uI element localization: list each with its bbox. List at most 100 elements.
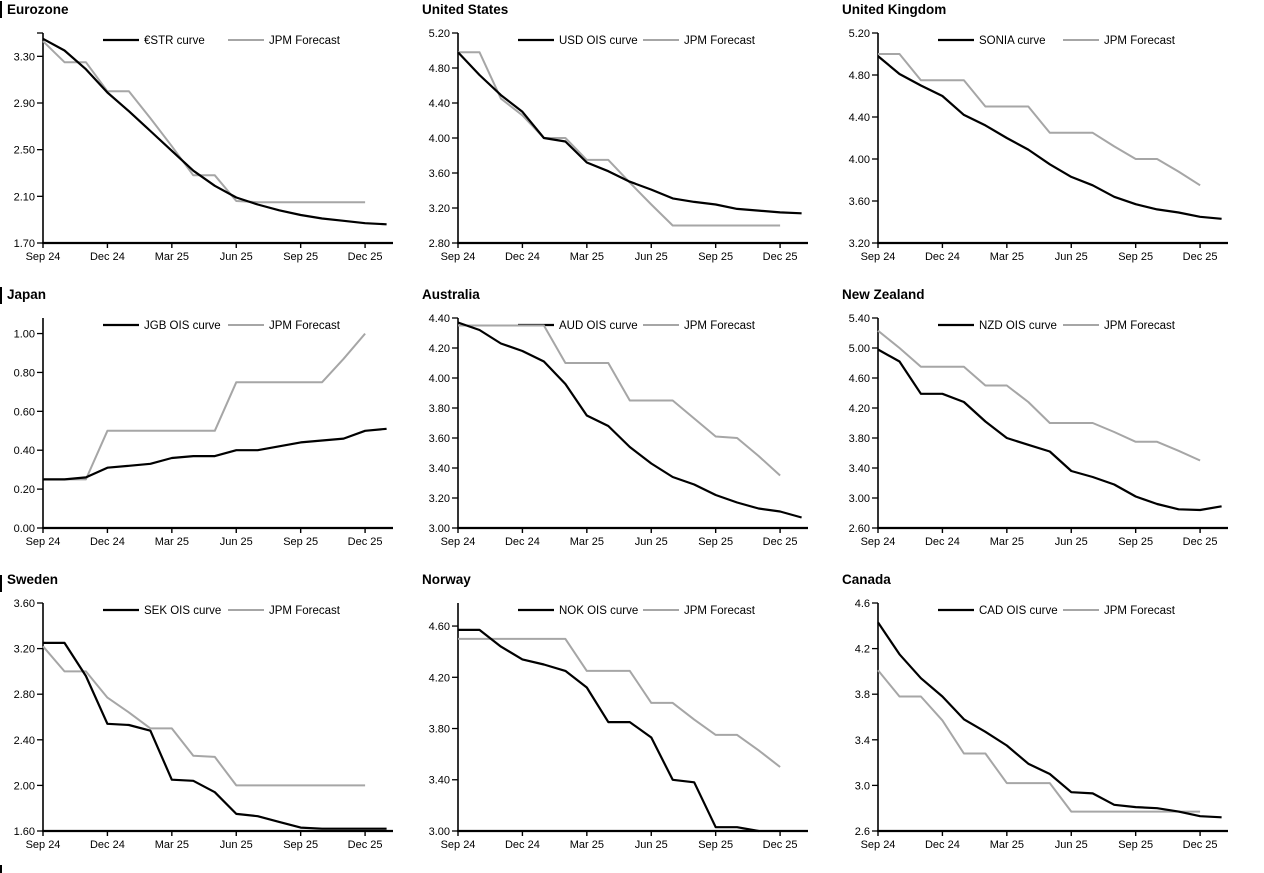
x-tick-label: Dec 25 bbox=[348, 536, 383, 548]
y-tick-label: 4.00 bbox=[429, 373, 450, 385]
chart-title-japan: Japan bbox=[7, 287, 47, 302]
y-tick-label: 3.20 bbox=[429, 493, 450, 505]
legend-label: JPM Forecast bbox=[1104, 605, 1176, 617]
y-tick-label: 3.40 bbox=[849, 463, 870, 475]
x-tick-label: Dec 24 bbox=[925, 536, 960, 548]
y-tick-label: 1.70 bbox=[14, 238, 35, 250]
x-tick-label: Sep 25 bbox=[1118, 536, 1153, 548]
x-tick-label: Dec 25 bbox=[763, 839, 798, 851]
x-tick-label: Dec 24 bbox=[90, 536, 125, 548]
y-tick-label: 2.6 bbox=[855, 826, 870, 838]
x-tick-label: Sep 25 bbox=[1118, 839, 1153, 851]
x-tick-label: Sep 24 bbox=[861, 839, 896, 851]
x-tick-label: Sep 24 bbox=[441, 839, 476, 851]
y-tick-label: 3.00 bbox=[429, 523, 450, 535]
line-chart-eurozone: 1.70 2.10 2.50 2.90 3.30 Sep 24 Dec 24 Mar 25 Ju… bbox=[14, 32, 393, 263]
x-tick-label: Jun 25 bbox=[635, 839, 668, 851]
y-tick-label: 3.8 bbox=[855, 689, 870, 701]
section-marker bbox=[0, 575, 2, 592]
series-line-eurozone-curve bbox=[42, 37, 387, 226]
legend-label: JPM Forecast bbox=[684, 320, 756, 332]
y-tick-label: 3.20 bbox=[429, 203, 450, 215]
legend-item-curve: SEK OIS curve bbox=[103, 605, 221, 617]
x-tick-label: Mar 25 bbox=[990, 839, 1024, 851]
x-tick-label: Sep 24 bbox=[26, 536, 61, 548]
legend-label: JPM Forecast bbox=[684, 605, 756, 617]
y-tick-label: 3.0 bbox=[855, 780, 870, 792]
x-tick-label: Mar 25 bbox=[155, 839, 189, 851]
series-line-united-states-curve bbox=[457, 51, 802, 215]
x-tick-label: Mar 25 bbox=[990, 536, 1024, 548]
section-marker bbox=[0, 865, 2, 873]
x-tick-label: Mar 25 bbox=[570, 839, 604, 851]
series-line-japan-forecast bbox=[43, 332, 366, 481]
x-tick-label: Dec 25 bbox=[763, 251, 798, 263]
x-tick-label: Mar 25 bbox=[155, 251, 189, 263]
legend-label: SEK OIS curve bbox=[144, 605, 221, 617]
x-tick-label: Sep 25 bbox=[283, 839, 318, 851]
x-tick-label: Sep 25 bbox=[698, 839, 733, 851]
series-line-australia-forecast bbox=[458, 324, 781, 477]
y-tick-label: 3.40 bbox=[429, 463, 450, 475]
line-chart-australia: 3.00 3.20 3.40 3.60 3.80 4.00 4.20 4.40 Sep 24 De… bbox=[429, 313, 808, 548]
chart-cell-eurozone: Eurozone 1.70 2.10 2.50 2.90 3.30 Sep 24 Dec 24… bbox=[0, 0, 420, 285]
y-tick-label: 3.80 bbox=[429, 723, 450, 735]
x-tick-label: Jun 25 bbox=[635, 536, 668, 548]
y-tick-label: 4.2 bbox=[855, 644, 870, 656]
y-tick-label: 3.30 bbox=[14, 51, 35, 63]
y-tick-label: 2.90 bbox=[14, 98, 35, 110]
legend-item-curve: USD OIS curve bbox=[518, 35, 638, 47]
y-tick-label: 4.00 bbox=[849, 154, 870, 166]
x-tick-label: Dec 24 bbox=[505, 839, 540, 851]
legend-item-curve: SONIA curve bbox=[938, 35, 1045, 47]
x-tick-label: Dec 24 bbox=[90, 251, 125, 263]
x-tick-label: Dec 25 bbox=[1183, 536, 1218, 548]
y-tick-label: 2.50 bbox=[14, 145, 35, 157]
legend-label: JGB OIS curve bbox=[144, 320, 221, 332]
y-tick-label: 3.60 bbox=[849, 196, 870, 208]
legend-label: SONIA curve bbox=[979, 35, 1045, 47]
y-tick-label: 5.20 bbox=[429, 28, 450, 40]
series-line-norway-forecast bbox=[458, 637, 781, 768]
x-tick-label: Jun 25 bbox=[220, 839, 253, 851]
y-tick-label: 3.00 bbox=[429, 826, 450, 838]
legend-item-curve: NZD OIS curve bbox=[938, 320, 1057, 332]
x-tick-label: Sep 24 bbox=[441, 251, 476, 263]
line-chart-united-states: 2.80 3.20 3.60 4.00 4.40 4.80 5.20 Sep 24 Dec 24… bbox=[429, 28, 808, 263]
chart-cell-japan: Japan 0.00 0.20 0.40 0.60 0.80 1.00 Sep 24 Dec 2… bbox=[0, 285, 420, 570]
chart-title-eurozone: Eurozone bbox=[7, 2, 69, 17]
legend-label: USD OIS curve bbox=[559, 35, 638, 47]
series-line-new-zealand-forecast bbox=[877, 329, 1201, 462]
y-tick-label: 3.4 bbox=[855, 735, 870, 747]
legend-label: JPM Forecast bbox=[269, 35, 341, 47]
y-tick-label: 2.80 bbox=[429, 238, 450, 250]
x-tick-label: Dec 24 bbox=[505, 536, 540, 548]
x-tick-label: Mar 25 bbox=[990, 251, 1024, 263]
legend-label: NOK OIS curve bbox=[559, 605, 638, 617]
y-tick-label: 0.60 bbox=[14, 406, 35, 418]
x-tick-label: Sep 24 bbox=[861, 536, 896, 548]
y-tick-label: 4.40 bbox=[429, 98, 450, 110]
chart-cell-canada: Canada 2.6 3.0 3.4 3.8 4.2 4.6 Sep 24 Dec 24 Mar … bbox=[840, 570, 1264, 873]
series-line-norway-curve bbox=[458, 628, 759, 833]
legend-item-forecast: JPM Forecast bbox=[643, 35, 756, 47]
y-tick-label: 4.80 bbox=[429, 63, 450, 75]
chart-cell-norway: Norway 3.00 3.40 3.80 4.20 4.60 Sep 24 Dec 24 Ma… bbox=[420, 570, 840, 873]
y-tick-label: 1.60 bbox=[14, 826, 35, 838]
line-chart-sweden: 1.60 2.00 2.40 2.80 3.20 3.60 Sep 24 Dec 24 Mar … bbox=[14, 598, 393, 851]
y-tick-label: 4.00 bbox=[429, 133, 450, 145]
x-tick-label: Sep 25 bbox=[283, 536, 318, 548]
y-tick-label: 0.20 bbox=[14, 484, 35, 496]
y-tick-label: 3.20 bbox=[849, 238, 870, 250]
x-tick-label: Jun 25 bbox=[220, 251, 253, 263]
legend-item-forecast: JPM Forecast bbox=[228, 605, 341, 617]
x-tick-label: Jun 25 bbox=[1055, 839, 1088, 851]
legend-label: JPM Forecast bbox=[1104, 35, 1176, 47]
legend-item-forecast: JPM Forecast bbox=[643, 320, 756, 332]
series-line-canada-curve bbox=[877, 621, 1222, 819]
line-chart-new-zealand: 2.60 3.00 3.40 3.80 4.20 4.60 5.00 5.40 Sep 24 De… bbox=[849, 313, 1228, 548]
series-line-canada-forecast bbox=[877, 669, 1201, 813]
x-tick-label: Sep 25 bbox=[1118, 251, 1153, 263]
y-tick-label: 0.80 bbox=[14, 367, 35, 379]
